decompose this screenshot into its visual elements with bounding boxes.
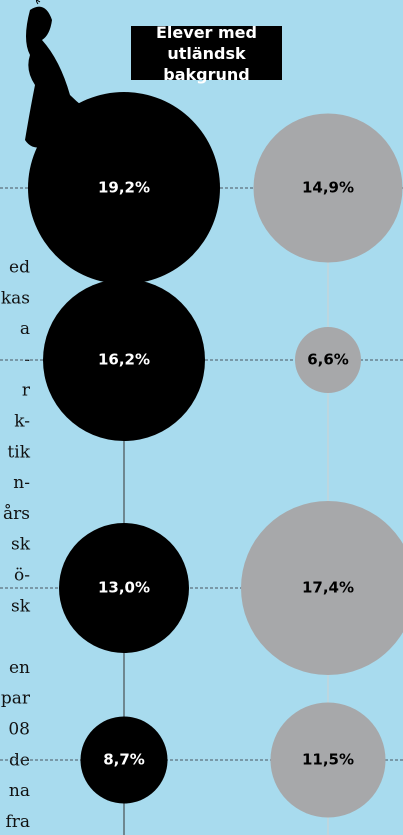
value-label: 8,7% bbox=[103, 751, 145, 769]
value-label: 14,9% bbox=[302, 179, 354, 197]
bubble bbox=[59, 523, 189, 653]
article-line: de bbox=[9, 750, 30, 770]
bubble bbox=[253, 113, 403, 263]
article-line: na bbox=[9, 781, 30, 801]
value-label: 6,6% bbox=[307, 351, 349, 369]
article-line: r bbox=[22, 381, 31, 401]
article-line: ed bbox=[9, 258, 30, 278]
article-line: n- bbox=[13, 473, 30, 493]
bubble bbox=[28, 92, 220, 284]
article-line: kas bbox=[1, 288, 30, 308]
article-line: års bbox=[3, 504, 30, 524]
article-line: 08 bbox=[8, 720, 30, 740]
figure-silhouette bbox=[25, 0, 132, 148]
article-line: en bbox=[9, 658, 30, 678]
value-label: 11,5% bbox=[302, 751, 354, 769]
bubble bbox=[270, 702, 386, 818]
article-line: ö- bbox=[14, 566, 30, 586]
bubble bbox=[43, 279, 205, 441]
bubble bbox=[80, 716, 168, 804]
article-line: a bbox=[20, 319, 30, 339]
article-line: tik bbox=[7, 442, 30, 462]
bubble bbox=[241, 501, 403, 675]
value-label: 13,0% bbox=[98, 579, 150, 597]
bubble bbox=[295, 327, 361, 393]
article-line: par bbox=[1, 689, 31, 709]
article-line: sk bbox=[11, 535, 31, 555]
value-label: 19,2% bbox=[98, 179, 150, 197]
value-label: 17,4% bbox=[302, 579, 354, 597]
article-line: sk bbox=[11, 596, 31, 616]
article-line: k- bbox=[14, 412, 30, 432]
article-line: fra bbox=[5, 812, 30, 832]
column-header: Elever med utländsk bakgrund bbox=[131, 23, 282, 84]
value-label: 16,2% bbox=[98, 351, 150, 369]
